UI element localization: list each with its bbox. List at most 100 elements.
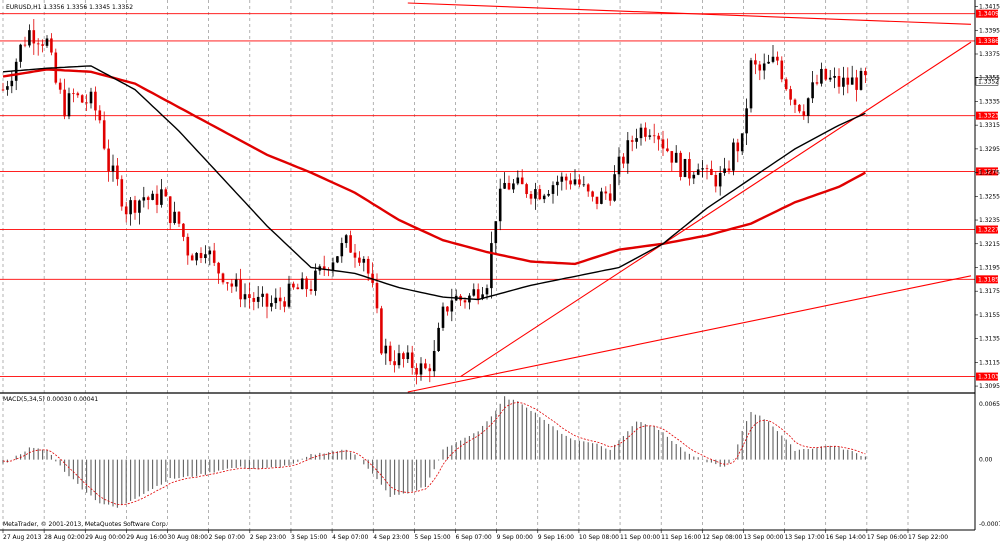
candle-body	[80, 95, 84, 103]
candle-body	[556, 181, 559, 186]
candle-body	[833, 76, 836, 78]
candle-body	[124, 206, 128, 215]
candle-body	[208, 250, 212, 255]
candle-body	[10, 80, 14, 87]
candle-body	[406, 352, 410, 360]
candle-body	[630, 140, 634, 142]
candle-body	[300, 278, 304, 290]
candle-body	[437, 327, 440, 352]
candle-body	[19, 44, 22, 62]
candle-body	[538, 189, 542, 200]
candle-body	[745, 108, 748, 134]
time-tick-label: 27 Aug 2013	[3, 534, 42, 541]
time-tick-label: 4 Sep 07:00	[332, 534, 368, 541]
candle-body	[234, 279, 238, 287]
candle-body	[94, 91, 97, 111]
candle-body	[129, 200, 132, 215]
candle-body	[155, 193, 159, 205]
time-axis: 27 Aug 2013 28 Aug 02:00 29 Aug 00:00 29 Au…	[2, 530, 948, 541]
time-tick-label: 3 Sep 15:00	[291, 534, 327, 541]
candle-body	[212, 250, 216, 263]
candle-body	[710, 168, 713, 175]
candle-body	[340, 243, 344, 257]
candle-body	[50, 38, 53, 53]
candle-body	[855, 77, 858, 90]
level-tag-label: 1.3227	[978, 227, 999, 234]
candle-body	[740, 133, 744, 152]
time-tick-label: 5 Sep 15:00	[414, 534, 450, 541]
candle-body	[767, 61, 770, 64]
candle-body	[754, 60, 757, 65]
candle-body	[278, 297, 282, 302]
candle-body	[28, 30, 31, 46]
candle-body	[657, 135, 660, 140]
candle-body	[864, 70, 867, 76]
candle-body	[120, 179, 124, 207]
candle-body	[116, 165, 119, 180]
candle-body	[36, 43, 40, 45]
candle-body	[397, 353, 401, 366]
time-tick-label: 29 Aug 00:00	[85, 534, 126, 541]
candle-body	[732, 142, 735, 171]
candle-body	[608, 193, 612, 201]
candle-body	[384, 345, 388, 354]
price-tick-label: 1.3315	[979, 122, 1000, 129]
candle-body	[388, 345, 392, 362]
candle-body	[142, 197, 146, 201]
candle-body	[846, 77, 850, 85]
candle-body	[243, 294, 247, 300]
candle-body	[859, 70, 863, 90]
candle-body	[182, 223, 185, 237]
current-price-label: 1.3352	[978, 78, 999, 85]
time-tick-label: 4 Sep 23:00	[373, 534, 409, 541]
candle-body	[696, 169, 700, 175]
candle-body	[287, 283, 291, 307]
trend-line	[407, 2, 972, 25]
candle-body	[639, 127, 643, 139]
candle-body	[490, 243, 493, 289]
level-tag-label: 1.3323	[978, 113, 999, 120]
candle-body	[569, 180, 572, 185]
candle-body	[666, 148, 669, 152]
candle-body	[573, 179, 577, 185]
time-tick-label: 17 Sep 22:00	[908, 534, 948, 541]
candle-body	[190, 255, 194, 261]
candle-body	[806, 98, 810, 117]
level-tag	[976, 167, 998, 176]
candle-body	[476, 289, 480, 299]
candle-body	[195, 252, 198, 261]
candle-body	[283, 301, 286, 307]
candle-body	[173, 211, 176, 224]
trend-lines[interactable]	[407, 2, 972, 393]
candle-body	[850, 77, 854, 85]
candle-body	[6, 86, 9, 90]
candle-body	[331, 262, 335, 271]
candle-body	[564, 176, 568, 181]
level-tag	[976, 275, 998, 284]
candle-body	[661, 139, 665, 149]
price-tick-label: 1.3175	[979, 288, 1000, 295]
candle-body	[41, 44, 44, 46]
candle-body	[261, 293, 264, 297]
candle-body	[349, 235, 352, 253]
candle-body	[186, 236, 190, 256]
price-tick-label: 1.3115	[979, 359, 1000, 366]
candle-body	[217, 262, 220, 274]
trend-line	[407, 275, 972, 393]
candle-body	[72, 93, 75, 95]
candle-body	[133, 200, 137, 213]
candle-body	[292, 283, 295, 288]
symbol-header: EURUSD,H1 1.3356 1.3356 1.3345 1.3352	[6, 4, 133, 11]
time-tick-label: 2 Sep 23:00	[250, 534, 286, 541]
macd-histogram	[2, 396, 866, 508]
vertical-grid	[2, 0, 909, 530]
candle-body	[146, 197, 150, 200]
candle-body	[485, 288, 489, 295]
candle-body	[362, 258, 366, 263]
candle-body	[758, 64, 762, 71]
candle-body	[674, 152, 678, 163]
candle-body	[252, 298, 256, 302]
price-tick-label: 1.3375	[979, 51, 1000, 58]
time-tick-label: 16 Sep 14:00	[826, 534, 866, 541]
